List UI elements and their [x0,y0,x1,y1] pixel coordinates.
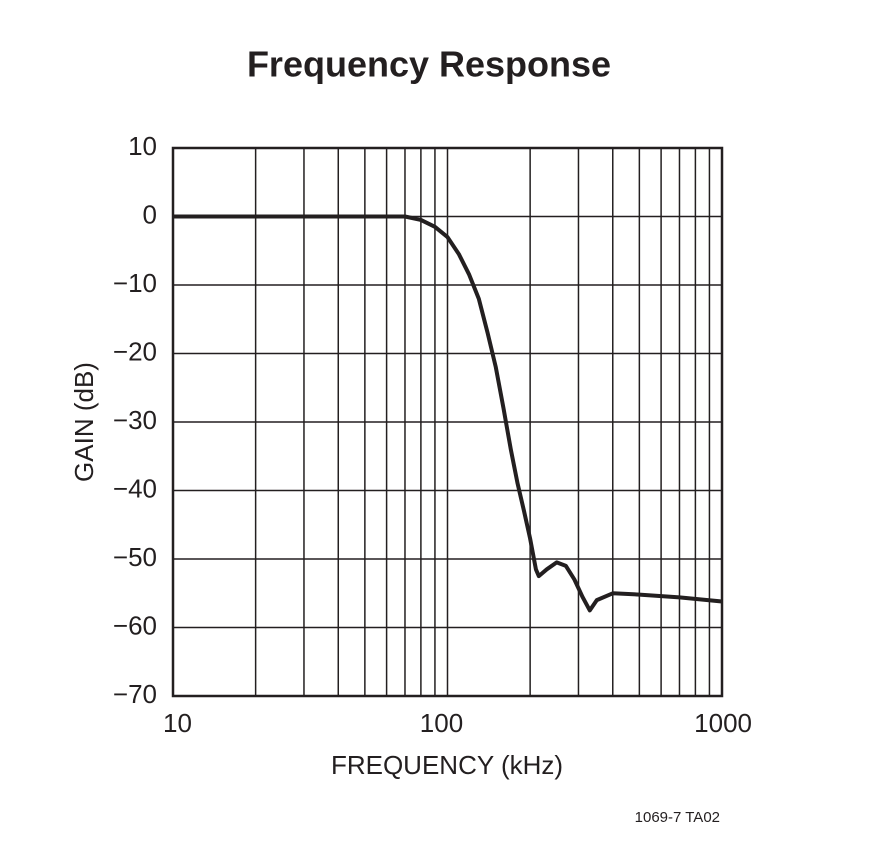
y-tick-label: 0 [143,199,157,229]
x-tick-label: 100 [420,708,463,738]
line-series [173,214,723,613]
chart-title: Frequency Response [247,44,611,85]
footnote: 1069-7 TA02 [635,809,720,826]
y-tick-label: −20 [113,336,157,366]
y-tick-label: −60 [113,610,157,640]
y-tick-label: −40 [113,473,157,503]
y-tick-label: −70 [113,679,157,709]
plot-frame [171,146,724,698]
y-axis-label: GAIN (dB) [69,362,99,482]
y-tick-label: −50 [113,542,157,572]
y-tick-label: −30 [113,405,157,435]
x-axis-label: FREQUENCY (kHz) [331,750,563,780]
y-tick-label: 10 [128,131,157,161]
y-tick-label: −10 [113,268,157,298]
x-tick-label: 1000 [694,708,752,738]
x-tick-label: 10 [163,708,192,738]
